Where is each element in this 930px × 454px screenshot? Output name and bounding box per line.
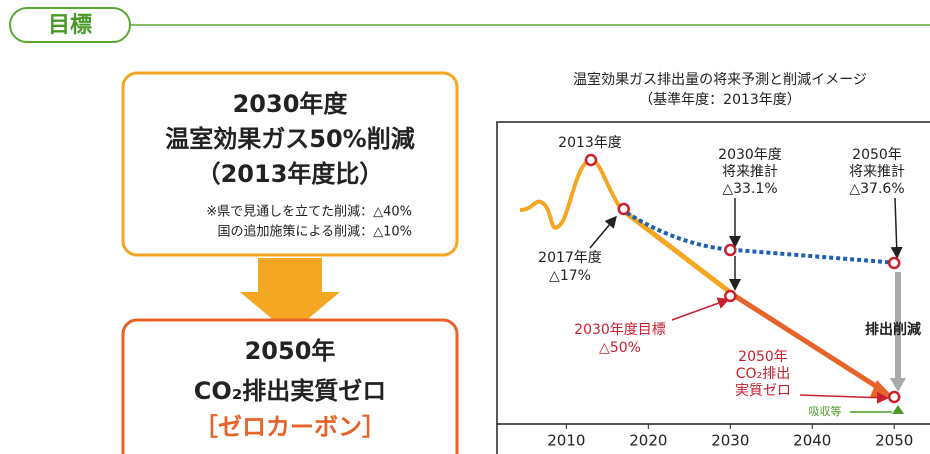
pointer	[671, 297, 730, 321]
note: ※県で見通しを立てた削減：△40%	[206, 204, 412, 220]
box-text: 温室効果ガス50%削減	[165, 125, 414, 153]
chart-title: 温室効果ガス排出量の将来予測と削減イメージ	[573, 71, 867, 88]
annotation: CO₂排出	[736, 366, 790, 382]
header-title: 目標	[48, 13, 92, 38]
history-line	[519, 158, 623, 230]
box-text: ［ゼロカーボン］	[194, 413, 386, 441]
box-text: CO₂排出実質ゼロ	[194, 377, 387, 405]
absorb-arrow	[892, 405, 904, 414]
x-tick-label: 2040	[793, 432, 831, 450]
header-pill	[9, 7, 131, 43]
annotation: 将来推計	[722, 164, 778, 180]
annotation: 2017年度	[538, 250, 602, 266]
annotation: △17%	[549, 268, 591, 284]
annotation: 2013年度	[558, 135, 622, 151]
annotation: △37.6%	[849, 181, 904, 197]
annotation: 吸収等	[809, 404, 842, 418]
annotation: △50%	[599, 340, 641, 356]
reduction-arrowhead	[890, 378, 906, 392]
box-text: 2030年度	[233, 90, 349, 118]
annotation: 2030年度	[718, 147, 782, 163]
target-line	[619, 207, 737, 298]
annotation: 排出削減	[865, 321, 921, 338]
chart-frame	[496, 121, 930, 454]
target-line	[733, 293, 884, 393]
x-tick-label: 2010	[547, 432, 585, 450]
annotation: 将来推計	[849, 164, 905, 180]
chart-subtitle: （基準年度：2013年度）	[639, 91, 801, 108]
x-tick-label: 2020	[629, 432, 667, 450]
point	[887, 390, 901, 404]
box-text: 2050年	[245, 337, 336, 365]
point	[724, 243, 737, 257]
pointer	[890, 197, 903, 259]
x-tick-label: 2050	[875, 432, 913, 450]
box-2030	[121, 71, 459, 257]
pointer	[799, 391, 889, 404]
point	[617, 202, 630, 216]
down-arrow	[240, 258, 340, 334]
annotation: △33.1%	[722, 181, 777, 197]
point	[887, 256, 901, 270]
box-2050	[121, 318, 459, 454]
annotation: 2050年	[738, 349, 788, 365]
annotation: 実質ゼロ	[735, 383, 791, 399]
point	[724, 289, 737, 303]
annotation: 2030年度目標	[574, 322, 666, 338]
pointer	[589, 215, 617, 249]
point	[584, 153, 598, 167]
box-text: （2013年度比）	[197, 160, 384, 188]
annotation: 2050年	[852, 147, 902, 163]
note: 国の追加施策による削減：△10%	[217, 224, 412, 240]
x-tick-label: 2030	[711, 432, 749, 450]
forecast-line	[619, 207, 899, 265]
